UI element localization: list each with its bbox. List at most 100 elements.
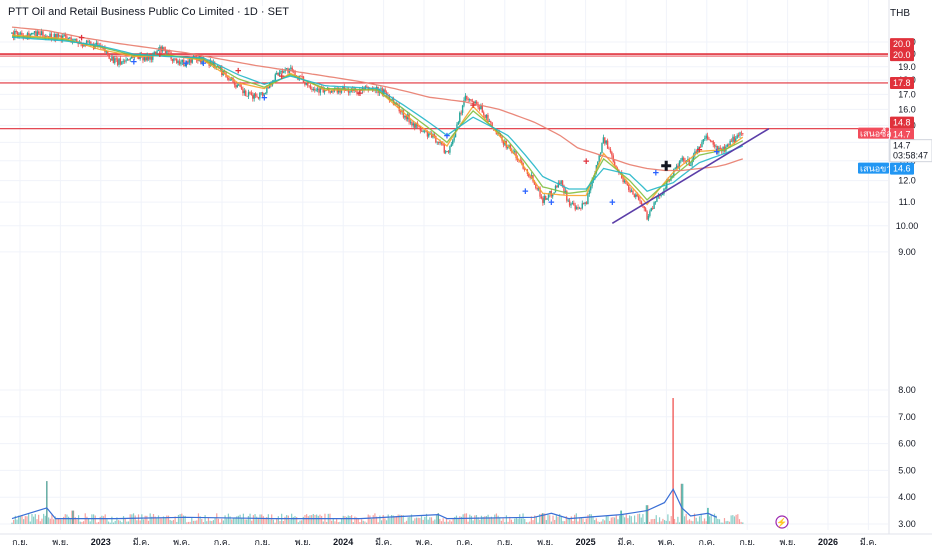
candle-body bbox=[587, 193, 589, 204]
candle-body bbox=[706, 135, 709, 139]
volume-bar bbox=[663, 520, 666, 524]
volume-bar bbox=[390, 514, 393, 524]
currency-label[interactable]: THB bbox=[890, 8, 910, 19]
time-axis-label: พ.ย. bbox=[779, 537, 795, 547]
candle-body bbox=[312, 89, 315, 90]
candle-body bbox=[523, 168, 526, 170]
candle-body bbox=[567, 200, 569, 202]
candle-body bbox=[728, 144, 730, 146]
candle-body bbox=[359, 89, 361, 94]
candle-body bbox=[423, 130, 426, 132]
volume-bar bbox=[723, 518, 726, 524]
time-axis-label: ก.ย. bbox=[739, 537, 755, 547]
candle-body bbox=[33, 31, 36, 33]
volume-bar bbox=[624, 517, 626, 524]
volume-bar bbox=[262, 516, 264, 524]
volume-bar bbox=[171, 520, 173, 524]
candle-body bbox=[188, 59, 191, 63]
volume-bar bbox=[685, 513, 687, 524]
candle-body bbox=[88, 41, 91, 43]
buy-signal-marker: + bbox=[522, 186, 528, 198]
volume-bar bbox=[459, 516, 461, 524]
candle-body bbox=[332, 90, 334, 92]
price-axis-label: 17.0 bbox=[898, 89, 916, 99]
candle-body bbox=[130, 56, 133, 59]
candle-body bbox=[90, 41, 92, 44]
volume-bar bbox=[530, 516, 532, 524]
candle-body bbox=[418, 125, 420, 127]
volume-bar bbox=[617, 519, 619, 524]
volume-bar bbox=[712, 522, 714, 524]
volume-bar bbox=[522, 513, 524, 524]
candle-body bbox=[163, 47, 165, 50]
volume-bar bbox=[33, 516, 35, 524]
volume-bar bbox=[337, 522, 339, 524]
candle-body bbox=[508, 145, 510, 148]
volume-bar bbox=[359, 522, 361, 524]
volume-bar bbox=[97, 521, 100, 524]
candle-body bbox=[542, 198, 544, 203]
candle-body bbox=[733, 136, 736, 143]
volume-bar bbox=[192, 520, 195, 524]
volume-bar bbox=[131, 514, 133, 524]
candle-body bbox=[242, 88, 244, 94]
candle-body bbox=[691, 160, 693, 166]
volume-bar bbox=[241, 518, 243, 524]
volume-bar bbox=[349, 515, 351, 524]
candle-body bbox=[171, 59, 174, 62]
volume-bar bbox=[728, 521, 731, 524]
candle-body bbox=[309, 85, 312, 89]
volume-bar bbox=[234, 517, 236, 524]
candle-body bbox=[461, 105, 464, 113]
candle-body bbox=[437, 141, 440, 144]
volume-bar bbox=[19, 516, 21, 524]
candle-body bbox=[650, 208, 652, 212]
lightning-glyph: ⚡ bbox=[776, 517, 787, 529]
time-axis-label: ก.ย. bbox=[255, 537, 271, 547]
candle-body bbox=[684, 160, 686, 162]
volume-bar bbox=[695, 517, 697, 524]
candle-body bbox=[266, 87, 268, 93]
sell-signal-marker: + bbox=[357, 88, 363, 100]
candle-body bbox=[475, 101, 478, 104]
candle-body bbox=[711, 141, 713, 142]
price-axis[interactable]: 21.020.019.018.017.016.015.014.013.012.0… bbox=[896, 37, 919, 529]
volume-bar bbox=[717, 518, 719, 524]
volume-bar bbox=[311, 515, 313, 524]
sell-signal-marker: + bbox=[583, 156, 589, 168]
candle-body bbox=[391, 99, 393, 101]
volume-bar bbox=[222, 520, 225, 524]
candle-body bbox=[399, 111, 402, 113]
volume-bar bbox=[564, 521, 566, 524]
volume-bar bbox=[332, 518, 334, 524]
time-axis[interactable]: ก.ย. พ.ย. 2023 มี.ค. พ.ค. ก.ค. ก.ย. พ.ย. 2024 มี.… bbox=[12, 537, 877, 547]
trendline[interactable] bbox=[611, 127, 770, 224]
volume-bar bbox=[106, 519, 108, 524]
volume-bar bbox=[319, 514, 321, 524]
volume-bar bbox=[67, 516, 70, 524]
price-tag-label: 14.6 bbox=[893, 164, 911, 174]
candle-body bbox=[646, 211, 648, 220]
volume-bar bbox=[254, 514, 256, 524]
volume-bar bbox=[23, 519, 25, 524]
volume-bar bbox=[560, 516, 562, 524]
moving-average-line bbox=[11, 35, 744, 201]
candle-body bbox=[726, 144, 729, 147]
volume-bar bbox=[604, 520, 606, 524]
candle-body bbox=[519, 160, 522, 162]
volume-bar bbox=[512, 521, 514, 524]
volume-bar bbox=[380, 520, 383, 524]
volume-bar bbox=[339, 521, 341, 524]
candle-body bbox=[169, 51, 171, 53]
volume-bar bbox=[169, 519, 171, 524]
buy-signal-marker: + bbox=[713, 146, 719, 158]
volume-bar bbox=[510, 519, 513, 524]
volume-bar bbox=[279, 521, 281, 524]
volume-bar bbox=[407, 517, 409, 524]
volume-bar bbox=[494, 514, 496, 524]
volume-bar bbox=[264, 518, 266, 524]
volume-bar bbox=[134, 515, 136, 524]
volume-bar bbox=[287, 515, 289, 524]
volume-bar bbox=[675, 522, 677, 524]
